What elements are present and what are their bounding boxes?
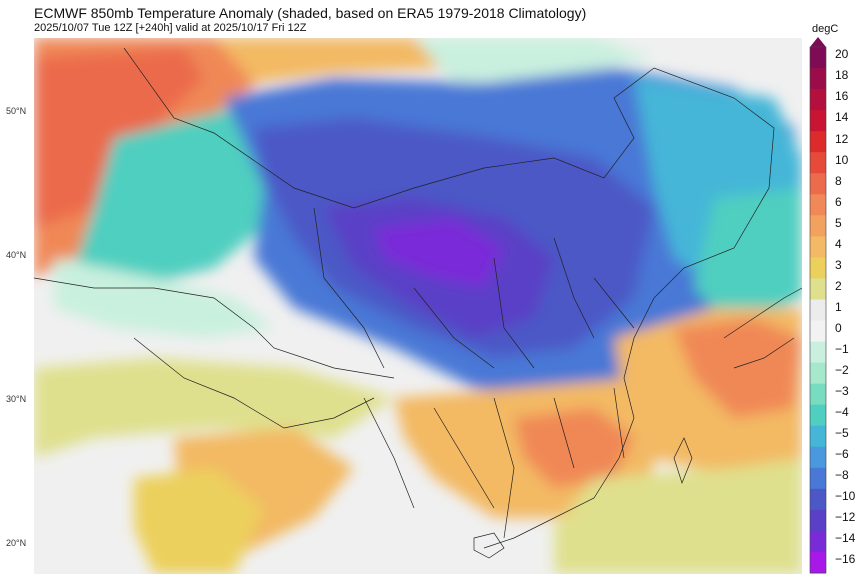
lat-label-40-outer: 40°N (6, 250, 27, 260)
colorbar-swatch (810, 488, 826, 511)
colorbar-swatch (810, 215, 826, 237)
coast-japan (723, 287, 802, 369)
colorbar-tick-label: 8 (835, 173, 842, 188)
mild-warm-anomaly-south-west (34, 358, 394, 458)
colorbar-swatch (810, 257, 826, 279)
colorbar-swatch (810, 446, 826, 469)
island-hainan (473, 532, 505, 559)
colorbar-swatch (810, 131, 826, 153)
cool-anomaly-east-coast (694, 188, 802, 328)
colorbar-tick-label: −5 (835, 426, 849, 441)
colorbar-tick-label: 10 (835, 152, 849, 167)
colorbar-tick-label: 2 (835, 278, 842, 293)
colorbar-tick-label: 20 (835, 47, 849, 62)
colorbar-swatch (810, 551, 826, 574)
colorbar-swatch (810, 89, 826, 111)
map-subtitle: 2025/10/07 Tue 12Z [+240h] valid at 2025… (34, 22, 307, 34)
colorbar-swatch (810, 68, 826, 90)
anomaly-map-svg (34, 38, 802, 574)
colorbar-swatch (810, 152, 826, 174)
country-border-west (34, 277, 395, 379)
colorbar-max-arrow (810, 37, 826, 47)
colorbar-tick-label: 0 (835, 320, 842, 335)
colorbar-swatch (810, 530, 826, 553)
colorbar-tick-label: 1 (835, 299, 842, 314)
cool-anomaly-mongolia-north (414, 38, 654, 83)
colorbar-tick-label: 6 (835, 194, 842, 209)
colorbar-frame (809, 46, 827, 574)
island-taiwan (673, 437, 693, 485)
colorbar-tick-label: 4 (835, 236, 842, 251)
map-title: ECMWF 850mb Temperature Anomaly (shaded,… (34, 5, 587, 21)
warm-anomaly-southwest-light (134, 468, 264, 574)
colorbar-swatch (810, 320, 826, 343)
lat-label-30-outer: 30°N (6, 394, 27, 404)
map-canvas[interactable]: 50°N 40°N 30°N 20°N (34, 38, 802, 574)
admin-boundaries (34, 47, 802, 559)
country-border-southwest (133, 337, 375, 429)
colorbar-tick-label: −12 (835, 510, 856, 525)
colorbar-swatch (810, 341, 826, 364)
colorbar (809, 37, 827, 574)
country-border-north (123, 47, 775, 299)
colorbar-tick-label: −3 (835, 384, 849, 398)
cool-anomaly-west-light (54, 258, 274, 338)
colorbar-tick-label: −6 (835, 447, 849, 462)
mild-warm-anomaly-southeast (554, 458, 802, 574)
colorbar-swatch (810, 278, 826, 300)
colorbar-tick-label: 5 (835, 215, 842, 230)
colorbar-tick-label: −10 (835, 489, 856, 504)
colorbar-swatch (810, 467, 826, 490)
cold-anomaly-core-violet (374, 218, 504, 288)
colorbar-tick-label: −8 (835, 468, 849, 483)
colorbar-swatch (810, 110, 826, 132)
colorbar-swatch (810, 173, 826, 195)
colorbar-swatch (810, 425, 826, 448)
cool-anomaly-west (74, 108, 284, 288)
colorbar-tick-label: −16 (835, 552, 856, 567)
province-borders (313, 207, 635, 539)
colorbar-tick-label: 16 (835, 89, 849, 104)
colorbar-tick-label: 12 (835, 131, 849, 146)
colorbar-tick-label: −2 (835, 362, 849, 377)
colorbar-tick-label: 3 (835, 257, 842, 272)
colorbar-tick-label: −14 (835, 531, 856, 546)
coastline (483, 297, 655, 549)
colorbar-tick-label: 14 (835, 110, 849, 125)
colorbar-swatch (810, 509, 826, 532)
colorbar-swatch (810, 47, 826, 69)
colorbar-tick-label: 18 (835, 68, 849, 83)
colorbar-tick-label: −1 (835, 341, 849, 356)
lat-label-50-outer: 50°N (6, 106, 27, 116)
colorbar-tick-label: −4 (835, 405, 849, 420)
colorbar-swatch (810, 194, 826, 216)
anomaly-shading (34, 38, 802, 574)
colorbar-swatch (810, 362, 826, 385)
warm-anomaly-east-sea-core (674, 318, 802, 418)
colorbar-swatch (810, 299, 826, 322)
warm-anomaly-south-china-core (514, 408, 634, 488)
colorbar-swatch (810, 383, 826, 406)
lat-label-20-outer: 20°N (6, 538, 27, 548)
colorbar-swatch (810, 236, 826, 258)
colorbar-unit: degC (812, 23, 839, 35)
colorbar-swatch (810, 404, 826, 427)
